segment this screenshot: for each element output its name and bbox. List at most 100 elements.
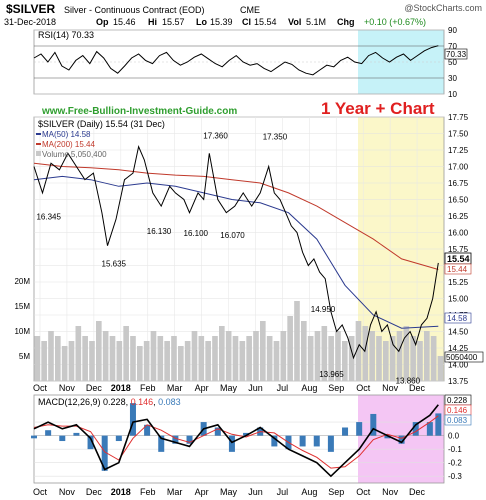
legend-ma200: MA(200) 15.44 (42, 140, 95, 149)
month-label: Jul (277, 487, 289, 497)
histogram-bar (101, 435, 108, 471)
price-annotation: 16.070 (220, 231, 245, 240)
high-value: 15.57 (162, 17, 185, 27)
volume-bar (294, 301, 300, 381)
volume-label: Vol (288, 17, 301, 27)
price-tick-label: 15.00 (448, 295, 469, 304)
open-value: 15.46 (113, 17, 136, 27)
volume-bar (314, 331, 321, 381)
month-label: Jun (248, 383, 263, 393)
volume-tick-label: 20M (14, 277, 30, 286)
volume-bar (75, 326, 82, 381)
last-ma200-badge (444, 263, 472, 275)
high-label: Hi (148, 17, 157, 27)
histogram-bar (412, 422, 419, 436)
volume-bar (369, 331, 375, 381)
volume-bar (48, 331, 54, 381)
volume-axis: 20M 15M 10M 5M (14, 277, 30, 361)
last-ma50-badge (444, 312, 472, 324)
exchange-label: CME (240, 5, 260, 15)
volume-bar (287, 316, 293, 381)
month-label: Oct (356, 383, 371, 393)
volume-bar (102, 331, 109, 381)
histogram-bar (384, 435, 391, 439)
histogram-bar (158, 435, 165, 452)
hist-last-value: 0.083 (447, 416, 468, 425)
ma200-line (33, 162, 439, 270)
month-label: Oct (33, 383, 48, 393)
volume-bar (301, 321, 307, 381)
rsi-last-value: 70.33 (446, 50, 467, 59)
instrument-name: Silver - Continuous Contract (EOD) (64, 5, 205, 15)
volume-bar (191, 331, 198, 381)
volume-bar (116, 341, 123, 381)
rsi-highlight (358, 30, 444, 94)
histogram-bar (115, 435, 122, 442)
volume-bar (253, 331, 259, 381)
macd-frame (33, 394, 445, 484)
month-label: Feb (140, 383, 156, 393)
volume-bar (417, 341, 423, 381)
month-label: Nov (59, 487, 76, 497)
legend-volume: Volume 5,050,400 (42, 150, 107, 159)
month-label: Sep (328, 383, 344, 393)
histogram-bar (87, 435, 94, 450)
volume-bar (137, 346, 143, 381)
price-annotations: 16.345 15.635 16.130 16.100 16.070 17.360 17.3… (36, 132, 420, 386)
month-label: Jul (277, 383, 289, 393)
rsi-tick-label: 30 (448, 74, 457, 83)
price-annotation: 15.635 (102, 260, 127, 269)
volume-bar (273, 341, 280, 381)
volume-bar (178, 346, 184, 381)
macd-line (33, 404, 439, 478)
macd-panel: MACD(12,26,9) 0.228, 0.146, 0.083 0.10.0… (31, 394, 472, 484)
volume-bar (130, 336, 136, 381)
volume-tick-label: 15M (14, 302, 30, 311)
month-label: Nov (59, 383, 76, 393)
signal-last-value: 0.146 (447, 406, 468, 415)
volume-bar (41, 341, 47, 381)
volume-bar (164, 341, 170, 381)
price-annotation: 14.950 (311, 305, 336, 314)
volume-bar (396, 331, 403, 381)
histogram-bar (426, 422, 433, 436)
volume-bar (383, 341, 389, 381)
low-value: 15.39 (210, 17, 233, 27)
hist-last-badge (444, 414, 472, 426)
month-axis-top: Oct Nov Dec 2018 Feb Mar Apr May Jun Jul Aug Sep Oct… (33, 383, 426, 393)
volume-bar (389, 336, 396, 381)
volume-bar (260, 321, 266, 381)
volume-bar (362, 326, 369, 381)
rsi-line (33, 45, 439, 76)
month-label: Oct (33, 487, 48, 497)
site-link[interactable]: www.Free-Bullion-Investment-Guide.com (41, 106, 237, 117)
month-label: Mar (167, 383, 183, 393)
month-label: Apr (195, 487, 209, 497)
volume-bar (171, 336, 177, 381)
volume-bar (143, 341, 150, 381)
date-label: 31-Dec-2018 (4, 17, 56, 27)
last-volume-value: 5050400 (446, 353, 478, 362)
price-tick-label: 17.00 (448, 163, 469, 172)
histogram-bar (313, 435, 320, 447)
price-annotation: 16.130 (147, 227, 172, 236)
price-tick-label: 16.50 (448, 196, 469, 205)
rsi-panel: RSI(14) 70.33 90 70 50 30 10 70.33 (33, 26, 468, 99)
price-line (33, 145, 439, 360)
watermark: @StockCharts.com (404, 3, 482, 13)
month-label: Dec (86, 383, 103, 393)
price-annotation: 17.350 (263, 132, 288, 141)
macd-last-value: 0.228 (447, 396, 468, 405)
overlay-title: 1 Year + Chart (321, 99, 435, 118)
month-axis-bottom: Oct Nov Dec 2018 Feb Mar Apr May Jun Jul Aug Sep Oct… (33, 487, 426, 497)
volume-bar (246, 336, 252, 381)
symbol-label: $SILVER (6, 2, 55, 16)
volume-bar (205, 341, 211, 381)
volume-bar (424, 331, 430, 381)
price-tick-label: 15.25 (448, 278, 469, 287)
volume-bar (328, 336, 334, 381)
volume-bar (225, 331, 232, 381)
histogram-bar (129, 403, 136, 436)
volume-bar (280, 331, 287, 381)
price-tick-label: 14.00 (448, 361, 469, 370)
